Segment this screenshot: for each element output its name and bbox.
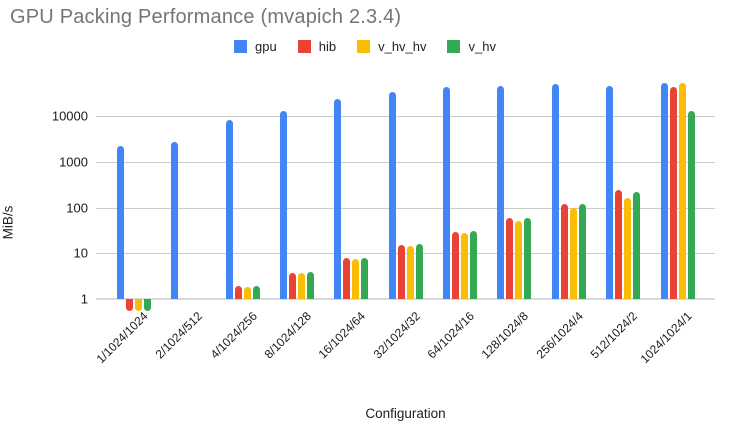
bar-hib-1/1024/1024[interactable] xyxy=(126,299,133,311)
bar-v_hv_hv-4/1024/256[interactable] xyxy=(243,287,251,299)
bar-v_hv_hv-8/1024/128[interactable] xyxy=(298,273,306,299)
bar-v_hv-1/1024/1024[interactable] xyxy=(144,299,151,311)
legend-item-gpu: gpu xyxy=(234,39,277,54)
legend-item-hib: hib xyxy=(297,39,337,54)
x-tick-label-1024/1024/1: 1024/1024/1 xyxy=(637,309,695,367)
bar-gpu-256/1024/4[interactable] xyxy=(551,84,559,299)
legend-swatch-v_hv xyxy=(447,40,461,53)
bar-hib-128/1024/8[interactable] xyxy=(506,218,514,299)
x-tick-label-4/1024/256: 4/1024/256 xyxy=(207,309,260,362)
bar-gpu-512/1024/2[interactable] xyxy=(606,86,614,299)
legend-swatch-hib xyxy=(297,40,311,53)
gridline-1000 xyxy=(96,161,715,163)
bar-gpu-32/1024/32[interactable] xyxy=(388,91,396,299)
chart-title: GPU Packing Performance (mvapich 2.3.4) xyxy=(10,6,402,28)
bar-gpu-8/1024/128[interactable] xyxy=(280,111,288,299)
bar-gpu-1/1024/1024[interactable] xyxy=(117,146,124,299)
x-tick-label-256/1024/4: 256/1024/4 xyxy=(533,309,586,362)
x-tick-label-16/1024/64: 16/1024/64 xyxy=(315,309,369,362)
bar-hib-64/1024/16[interactable] xyxy=(452,232,460,299)
bar-v_hv-128/1024/8[interactable] xyxy=(524,217,532,299)
x-axis-baseline xyxy=(96,298,715,300)
bar-v_hv_hv-32/1024/32[interactable] xyxy=(406,245,414,299)
bar-v_hv-8/1024/128[interactable] xyxy=(307,271,315,299)
bar-v_hv-64/1024/16[interactable] xyxy=(470,230,478,299)
bar-v_hv-512/1024/2[interactable] xyxy=(633,191,641,299)
y-tick-label-10000: 10000 xyxy=(51,108,88,124)
legend-swatch-v_hv_hv xyxy=(357,40,371,53)
x-tick-label-512/1024/2: 512/1024/2 xyxy=(587,309,641,362)
bar-v_hv-32/1024/32[interactable] xyxy=(415,243,423,299)
bar-hib-4/1024/256[interactable] xyxy=(234,286,242,299)
bar-v_hv_hv-16/1024/64[interactable] xyxy=(352,259,360,299)
bar-hib-1024/1024/1[interactable] xyxy=(669,87,677,299)
bar-gpu-64/1024/16[interactable] xyxy=(443,87,451,299)
y-tick-label-100: 100 xyxy=(66,200,88,216)
legend-label-gpu: gpu xyxy=(255,39,277,54)
y-tick-label-10: 10 xyxy=(73,245,88,261)
bar-v_hv-4/1024/256[interactable] xyxy=(252,286,260,299)
legend-label-hib: hib xyxy=(318,39,337,54)
bar-v_hv-256/1024/4[interactable] xyxy=(578,203,586,299)
bar-v_hv_hv-64/1024/16[interactable] xyxy=(461,232,469,299)
x-tick-label-1/1024/1024: 1/1024/1024 xyxy=(93,309,151,367)
bar-v_hv_hv-1/1024/1024[interactable] xyxy=(135,299,142,311)
bar-v_hv-1024/1024/1[interactable] xyxy=(687,111,695,299)
x-tick-label-128/1024/8: 128/1024/8 xyxy=(478,309,532,362)
bar-v_hv_hv-1024/1024/1[interactable] xyxy=(678,83,686,299)
bar-hib-32/1024/32[interactable] xyxy=(397,244,405,299)
x-axis-title: Configuration xyxy=(365,406,446,421)
x-tick-label-2/1024/512: 2/1024/512 xyxy=(152,309,206,362)
y-tick-label-1: 1 xyxy=(80,291,88,307)
legend-item-v_hv: v_hv xyxy=(447,39,496,54)
bar-v_hv_hv-128/1024/8[interactable] xyxy=(515,220,523,299)
bar-v_hv_hv-512/1024/2[interactable] xyxy=(624,197,632,299)
x-tick-label-32/1024/32: 32/1024/32 xyxy=(370,309,423,362)
bar-hib-256/1024/4[interactable] xyxy=(560,204,568,299)
gridline-10000 xyxy=(96,116,715,118)
x-tick-label-64/1024/16: 64/1024/16 xyxy=(424,309,478,362)
y-axis-title: MiB/s xyxy=(0,205,16,240)
gridline-100 xyxy=(96,207,715,209)
bar-gpu-4/1024/256[interactable] xyxy=(225,120,233,299)
legend-swatch-gpu xyxy=(234,40,248,53)
x-tick-label-8/1024/128: 8/1024/128 xyxy=(261,309,314,362)
bar-gpu-2/1024/512[interactable] xyxy=(171,142,179,299)
bar-gpu-128/1024/8[interactable] xyxy=(497,86,505,299)
bar-v_hv-16/1024/64[interactable] xyxy=(361,258,369,299)
bar-gpu-16/1024/64[interactable] xyxy=(334,99,342,299)
legend-label-v_hv_hv: v_hv_hv xyxy=(378,39,427,54)
chart-legend: gpu hib v_hv_hv v_hv xyxy=(234,39,496,54)
y-tick-label-1000: 1000 xyxy=(59,154,88,170)
legend-item-v_hv_hv: v_hv_hv xyxy=(357,39,427,54)
bar-hib-8/1024/128[interactable] xyxy=(289,272,297,299)
legend-label-v_hv: v_hv xyxy=(468,39,496,54)
bar-hib-512/1024/2[interactable] xyxy=(615,190,623,299)
bar-v_hv_hv-256/1024/4[interactable] xyxy=(569,207,577,299)
bar-hib-16/1024/64[interactable] xyxy=(343,258,351,299)
gridline-10 xyxy=(96,253,715,255)
bar-gpu-1024/1024/1[interactable] xyxy=(660,83,668,299)
